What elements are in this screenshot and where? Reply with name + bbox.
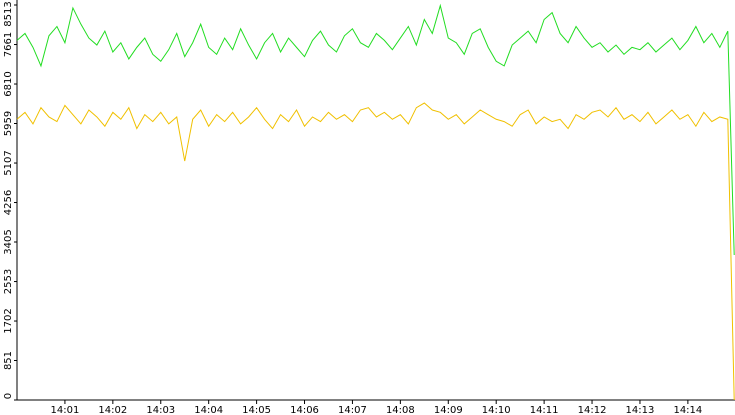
series-line [16, 102, 735, 401]
y-tick-label: 6810 [3, 71, 14, 96]
x-tick-label: 14:12 [578, 405, 607, 415]
x-tick-label: 14:06 [290, 405, 319, 415]
x-tick-label: 14:05 [242, 405, 271, 415]
y-tick-label: 3405 [3, 229, 14, 254]
y-tick-label: 4256 [3, 190, 14, 215]
y-tick-label: 851 [3, 351, 14, 370]
x-tick-label: 14:01 [51, 405, 80, 415]
y-tick-label: 0 [3, 393, 14, 399]
x-tick-label: 14:14 [673, 405, 702, 415]
x-tick-label: 14:09 [434, 405, 463, 415]
y-tick-label: 5107 [3, 150, 14, 175]
y-tick-label: 5959 [3, 111, 14, 136]
y-tick-label: 2553 [3, 269, 14, 294]
series-line [16, 3, 735, 256]
x-tick-label: 14:03 [146, 405, 175, 415]
x-tick-label: 14:02 [98, 405, 127, 415]
x-tick-label: 14:11 [530, 405, 559, 415]
y-tick-label: 1702 [3, 308, 14, 333]
y-tick-label: 8513 [3, 1, 14, 26]
x-tick-label: 14:07 [338, 405, 367, 415]
x-tick-label: 14:08 [386, 405, 415, 415]
x-tick-label: 14:13 [626, 405, 655, 415]
y-tick-label: 7661 [3, 32, 14, 57]
x-tick-label: 14:04 [194, 405, 223, 415]
x-tick-label: 14:10 [482, 405, 511, 415]
